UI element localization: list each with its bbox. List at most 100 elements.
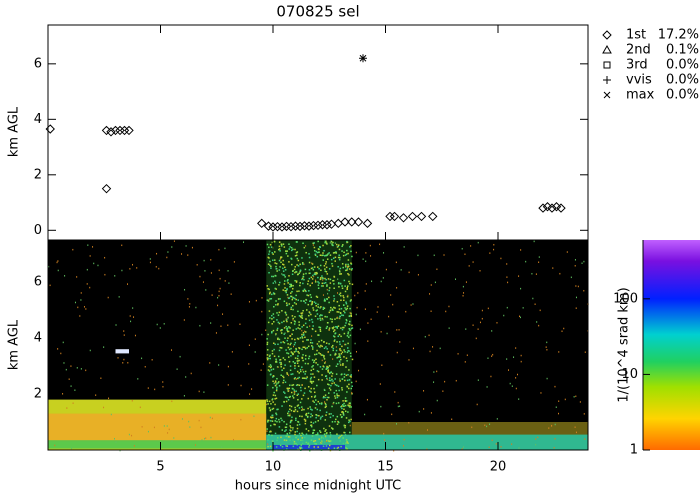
backscatter-speckle — [491, 355, 493, 357]
backscatter-speckle — [189, 303, 191, 305]
backscatter-speckle — [347, 273, 349, 275]
backscatter-speckle — [267, 300, 270, 302]
backscatter-speckle — [298, 359, 300, 362]
backscatter-speckle — [495, 443, 497, 445]
backscatter-speckle — [319, 328, 322, 331]
x-axis-label: hours since midnight UTC — [235, 479, 401, 494]
backscatter-speckle — [301, 326, 303, 328]
backscatter-speckle — [344, 343, 346, 346]
backscatter-speckle — [282, 267, 284, 270]
backscatter-speckle — [277, 338, 279, 340]
backscatter-speckle — [297, 265, 300, 267]
backscatter-speckle — [575, 395, 577, 398]
backscatter-speckle — [533, 240, 535, 243]
backscatter-speckle — [309, 300, 312, 302]
point — [333, 218, 343, 229]
backscatter-speckle — [339, 273, 341, 275]
backscatter-speckle — [429, 293, 431, 295]
backscatter-speckle — [520, 354, 522, 357]
backscatter-speckle — [298, 324, 301, 326]
backscatter-speckle — [296, 394, 299, 397]
backscatter-speckle — [337, 420, 339, 423]
backscatter-speckle — [289, 395, 292, 398]
x-tick-label: 10 — [265, 460, 282, 475]
backscatter-speckle — [308, 444, 311, 447]
backscatter-speckle — [314, 253, 317, 256]
backscatter-speckle — [321, 415, 324, 418]
backscatter-speckle — [269, 260, 271, 263]
backscatter-speckle — [280, 243, 283, 245]
backscatter-speckle — [288, 396, 291, 398]
backscatter-speckle — [270, 403, 272, 405]
backscatter-speckle — [322, 277, 324, 280]
backscatter-speckle — [334, 256, 337, 259]
backscatter-speckle — [342, 404, 344, 406]
backscatter-speckle — [325, 375, 328, 377]
backscatter-speckle — [346, 286, 349, 289]
backscatter-speckle — [290, 306, 293, 309]
backscatter-speckle — [338, 270, 341, 273]
backscatter-speckle — [341, 314, 343, 316]
backscatter-speckle — [346, 386, 349, 388]
backscatter-speckle — [325, 327, 328, 330]
point — [398, 213, 409, 223]
backscatter-speckle — [322, 254, 324, 257]
backscatter-speckle — [267, 369, 270, 371]
backscatter-speckle — [291, 416, 293, 419]
backscatter-speckle — [322, 395, 325, 398]
backscatter-speckle — [284, 287, 286, 289]
backscatter-speckle — [302, 262, 304, 264]
backscatter-speckle — [277, 382, 279, 384]
backscatter-speckle — [318, 352, 320, 354]
backscatter-speckle — [538, 256, 540, 258]
backscatter-speckle — [248, 301, 250, 303]
backscatter-speckle — [538, 324, 540, 327]
backscatter-speckle — [344, 307, 346, 309]
backscatter-speckle — [339, 349, 341, 351]
backscatter-speckle — [338, 389, 340, 392]
backscatter-speckle — [281, 369, 283, 371]
backscatter-speckle — [326, 316, 328, 318]
backscatter-speckle — [79, 315, 81, 317]
backscatter-speckle — [332, 244, 334, 247]
backscatter-speckle — [540, 392, 542, 394]
backscatter-speckle — [305, 412, 308, 415]
backscatter-speckle — [121, 269, 123, 272]
backscatter-speckle — [342, 266, 344, 269]
backscatter-speckle — [189, 426, 191, 428]
backscatter-speckle — [283, 300, 286, 303]
backscatter-speckle — [333, 329, 336, 331]
backscatter-speckle — [209, 416, 211, 419]
backscatter-speckle — [280, 374, 282, 376]
backscatter-speckle — [558, 400, 560, 402]
backscatter-speckle — [248, 363, 250, 365]
backscatter-speckle — [171, 440, 173, 442]
backscatter-speckle — [276, 437, 279, 439]
backscatter-speckle — [350, 418, 352, 421]
backscatter-speckle — [330, 384, 332, 387]
backscatter-speckle — [348, 323, 350, 325]
backscatter-speckle — [341, 345, 343, 348]
backscatter-speckle — [341, 405, 343, 407]
backscatter-speckle — [336, 415, 339, 418]
backscatter-speckle — [313, 361, 315, 364]
bottom-frame — [47, 239, 589, 451]
backscatter-speckle — [522, 307, 524, 309]
backscatter-speckle — [287, 316, 289, 319]
backscatter-speckle — [289, 365, 292, 367]
backscatter-speckle — [335, 365, 338, 367]
backscatter-speckle — [443, 254, 445, 256]
backscatter-speckle — [271, 331, 273, 334]
backscatter-speckle — [508, 369, 510, 371]
backscatter-speckle — [123, 334, 125, 336]
backscatter-speckle — [297, 438, 299, 441]
backscatter-speckle — [296, 410, 299, 413]
backscatter-speckle — [336, 384, 338, 387]
backscatter-speckle — [272, 259, 274, 262]
backscatter-speckle — [317, 345, 320, 347]
backscatter-speckle — [376, 311, 378, 313]
backscatter-speckle — [285, 314, 288, 316]
x-tick-label: 5 — [156, 460, 164, 475]
backscatter-speckle — [347, 263, 349, 266]
backscatter-speckle — [310, 439, 313, 441]
